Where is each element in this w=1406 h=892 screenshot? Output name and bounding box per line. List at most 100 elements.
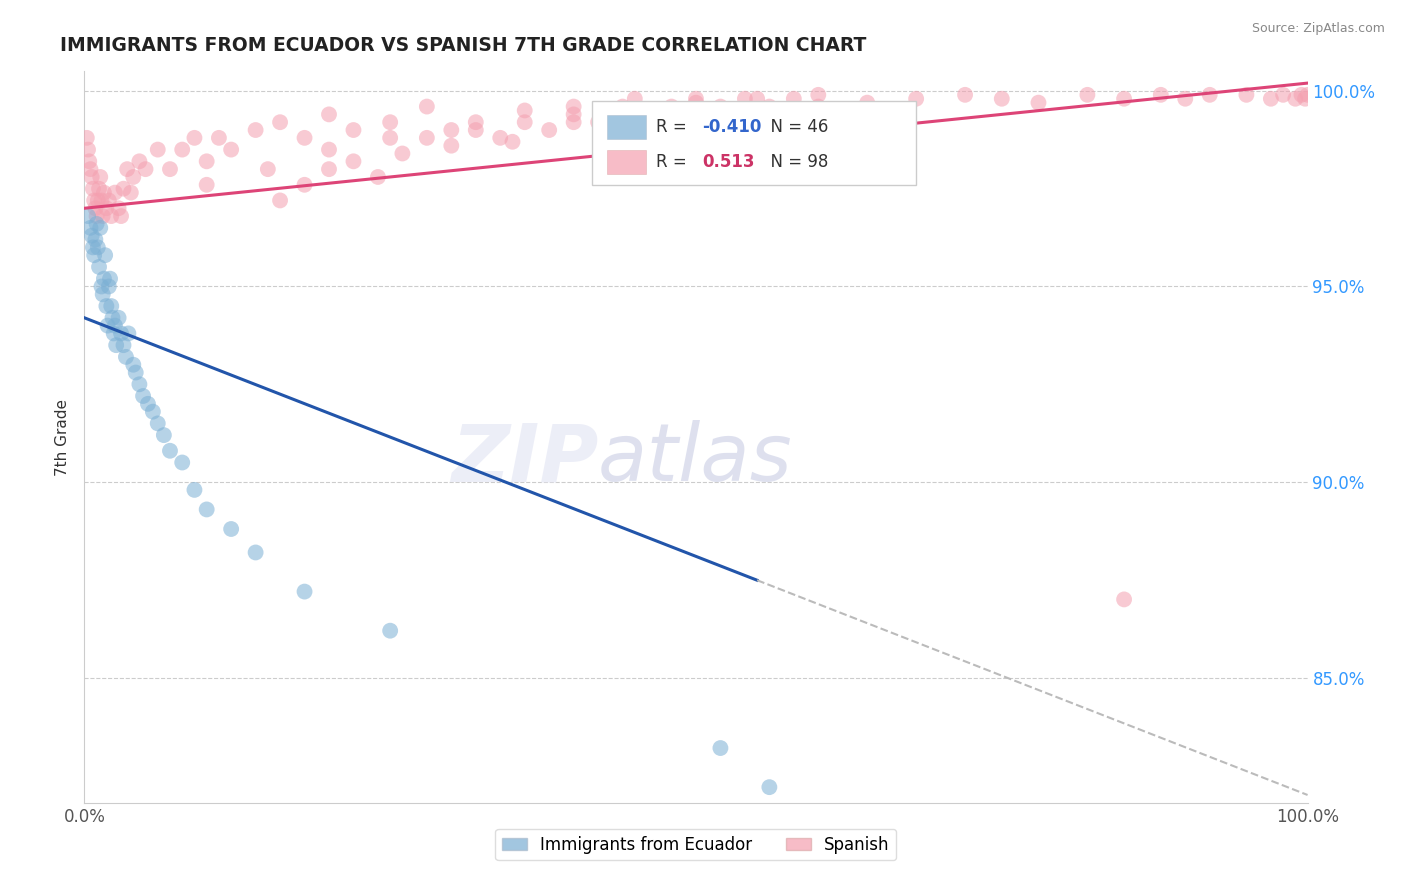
Point: [1260, 92, 1282, 106]
Point: [91, 287, 114, 301]
Point: [142, 404, 165, 418]
Point: [183, 131, 205, 145]
Point: [502, 135, 524, 149]
Point: [153, 428, 176, 442]
Point: [318, 107, 340, 121]
Point: [195, 178, 218, 192]
Point: [117, 326, 139, 341]
Point: [562, 115, 585, 129]
Point: [440, 123, 463, 137]
Point: [110, 209, 132, 223]
Point: [172, 143, 194, 157]
Text: R =: R =: [655, 118, 692, 136]
Point: [367, 169, 389, 184]
Point: [269, 115, 291, 129]
Point: [112, 338, 135, 352]
Point: [84, 233, 107, 247]
Point: [1294, 92, 1316, 106]
Point: [440, 138, 463, 153]
Point: [513, 103, 536, 118]
Point: [905, 92, 928, 106]
Point: [1296, 87, 1319, 102]
Point: [96, 201, 118, 215]
Y-axis label: 7th Grade: 7th Grade: [55, 399, 70, 475]
Point: [146, 143, 169, 157]
Point: [77, 143, 100, 157]
Point: [183, 483, 205, 497]
Point: [97, 279, 120, 293]
Point: [636, 107, 658, 121]
Point: [391, 146, 413, 161]
Point: [1174, 92, 1197, 106]
Point: [219, 143, 242, 157]
Text: 0.513: 0.513: [702, 153, 755, 171]
Legend: Immigrants from Ecuador, Spanish: Immigrants from Ecuador, Spanish: [495, 829, 897, 860]
Point: [107, 201, 129, 215]
Point: [685, 92, 707, 106]
Point: [90, 194, 112, 208]
Point: [159, 443, 181, 458]
Point: [93, 271, 115, 285]
Point: [87, 194, 110, 208]
Text: N = 46: N = 46: [759, 118, 828, 136]
Text: Source: ZipAtlas.com: Source: ZipAtlas.com: [1251, 22, 1385, 36]
Point: [195, 502, 218, 516]
Point: [758, 99, 780, 113]
Point: [100, 209, 122, 223]
Point: [1236, 87, 1258, 102]
Point: [136, 397, 159, 411]
Text: -0.410: -0.410: [702, 118, 762, 136]
Point: [1198, 87, 1220, 102]
Point: [269, 194, 291, 208]
Point: [747, 92, 769, 106]
Text: IMMIGRANTS FROM ECUADOR VS SPANISH 7TH GRADE CORRELATION CHART: IMMIGRANTS FROM ECUADOR VS SPANISH 7TH G…: [60, 36, 866, 54]
Point: [96, 299, 118, 313]
Point: [294, 178, 316, 192]
Point: [538, 123, 561, 137]
Point: [97, 194, 120, 208]
Point: [97, 318, 120, 333]
Point: [100, 299, 122, 313]
Point: [79, 162, 101, 177]
Point: [257, 162, 280, 177]
Point: [146, 417, 169, 431]
Point: [82, 182, 104, 196]
Point: [83, 248, 105, 262]
Point: [416, 99, 439, 113]
Point: [87, 260, 110, 274]
Point: [91, 209, 114, 223]
Point: [294, 131, 316, 145]
Point: [513, 115, 536, 129]
Point: [94, 248, 117, 262]
Point: [1114, 92, 1136, 106]
Point: [1291, 87, 1313, 102]
Point: [1114, 592, 1136, 607]
Point: [87, 182, 110, 196]
Point: [734, 92, 756, 106]
Point: [128, 377, 150, 392]
Point: [624, 123, 647, 137]
Bar: [606, 151, 645, 174]
Point: [89, 220, 111, 235]
Point: [416, 131, 439, 145]
Point: [76, 131, 98, 145]
Point: [219, 522, 242, 536]
Point: [101, 310, 124, 325]
Point: [77, 154, 100, 169]
Point: [135, 162, 157, 177]
Text: N = 98: N = 98: [759, 153, 828, 171]
Point: [464, 115, 486, 129]
Point: [709, 741, 731, 756]
Point: [110, 326, 132, 341]
Point: [380, 131, 402, 145]
Point: [77, 209, 100, 223]
Point: [342, 123, 364, 137]
Point: [86, 217, 108, 231]
Point: [464, 123, 486, 137]
Point: [107, 310, 129, 325]
Point: [120, 186, 142, 200]
Point: [953, 87, 976, 102]
Point: [159, 162, 181, 177]
Point: [98, 271, 121, 285]
Point: [562, 99, 585, 113]
